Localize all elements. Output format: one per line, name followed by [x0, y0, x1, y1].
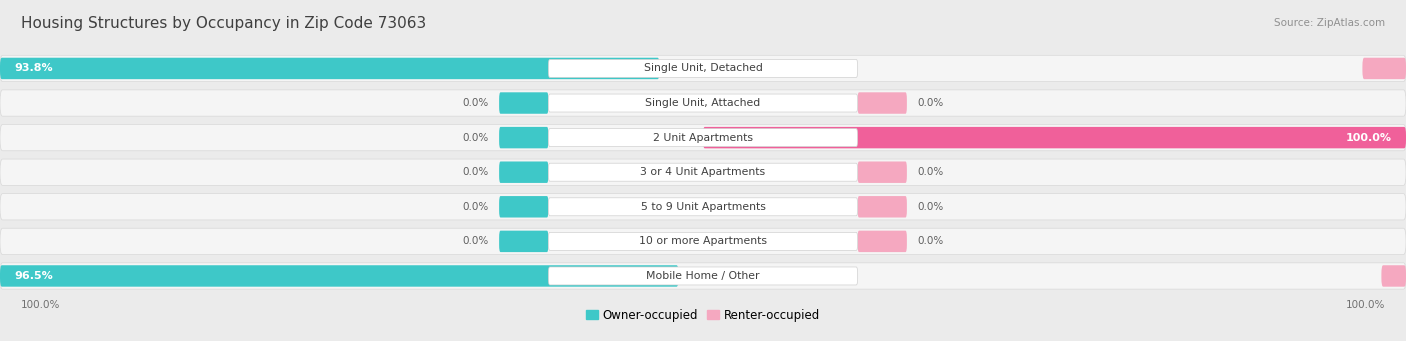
Text: 100.0%: 100.0%: [1346, 133, 1392, 143]
Text: 0.0%: 0.0%: [917, 202, 943, 212]
Text: 0.0%: 0.0%: [463, 167, 489, 177]
FancyBboxPatch shape: [548, 232, 858, 250]
FancyBboxPatch shape: [703, 127, 1406, 148]
FancyBboxPatch shape: [548, 59, 858, 77]
Text: Housing Structures by Occupancy in Zip Code 73063: Housing Structures by Occupancy in Zip C…: [21, 16, 426, 30]
FancyBboxPatch shape: [499, 196, 548, 218]
Text: 0.0%: 0.0%: [917, 167, 943, 177]
Text: 2 Unit Apartments: 2 Unit Apartments: [652, 133, 754, 143]
FancyBboxPatch shape: [548, 198, 858, 216]
FancyBboxPatch shape: [0, 90, 1406, 116]
FancyBboxPatch shape: [548, 94, 858, 112]
FancyBboxPatch shape: [0, 265, 678, 287]
Text: Single Unit, Attached: Single Unit, Attached: [645, 98, 761, 108]
Text: 93.8%: 93.8%: [14, 63, 52, 73]
FancyBboxPatch shape: [499, 92, 548, 114]
Text: 100.0%: 100.0%: [21, 300, 60, 310]
FancyBboxPatch shape: [499, 231, 548, 252]
FancyBboxPatch shape: [548, 163, 858, 181]
FancyBboxPatch shape: [0, 228, 1406, 254]
FancyBboxPatch shape: [0, 55, 1406, 81]
Text: Source: ZipAtlas.com: Source: ZipAtlas.com: [1274, 18, 1385, 28]
FancyBboxPatch shape: [1381, 265, 1406, 287]
FancyBboxPatch shape: [1362, 58, 1406, 79]
FancyBboxPatch shape: [548, 129, 858, 147]
FancyBboxPatch shape: [548, 267, 858, 285]
Text: 96.5%: 96.5%: [14, 271, 53, 281]
Text: 0.0%: 0.0%: [463, 202, 489, 212]
Text: 10 or more Apartments: 10 or more Apartments: [638, 236, 768, 247]
Text: 3 or 4 Unit Apartments: 3 or 4 Unit Apartments: [641, 167, 765, 177]
FancyBboxPatch shape: [0, 263, 1406, 289]
FancyBboxPatch shape: [858, 92, 907, 114]
Legend: Owner-occupied, Renter-occupied: Owner-occupied, Renter-occupied: [581, 304, 825, 326]
FancyBboxPatch shape: [0, 194, 1406, 220]
Text: Single Unit, Detached: Single Unit, Detached: [644, 63, 762, 73]
Text: 0.0%: 0.0%: [463, 236, 489, 247]
FancyBboxPatch shape: [499, 127, 548, 148]
Text: 5 to 9 Unit Apartments: 5 to 9 Unit Apartments: [641, 202, 765, 212]
FancyBboxPatch shape: [858, 231, 907, 252]
FancyBboxPatch shape: [858, 162, 907, 183]
Text: 0.0%: 0.0%: [463, 133, 489, 143]
Text: 0.0%: 0.0%: [917, 98, 943, 108]
Text: 100.0%: 100.0%: [1346, 300, 1385, 310]
FancyBboxPatch shape: [499, 162, 548, 183]
FancyBboxPatch shape: [0, 159, 1406, 186]
FancyBboxPatch shape: [0, 58, 659, 79]
FancyBboxPatch shape: [0, 124, 1406, 151]
FancyBboxPatch shape: [858, 196, 907, 218]
Text: 0.0%: 0.0%: [917, 236, 943, 247]
Text: Mobile Home / Other: Mobile Home / Other: [647, 271, 759, 281]
Text: 0.0%: 0.0%: [463, 98, 489, 108]
